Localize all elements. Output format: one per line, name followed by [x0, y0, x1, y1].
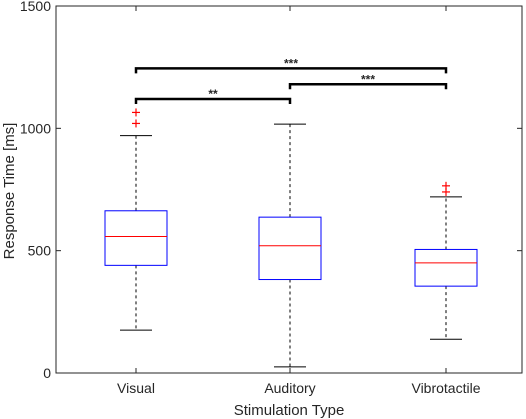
significance-bracket: ** — [134, 87, 292, 104]
outlier-marker — [132, 108, 140, 117]
significance-bracket: *** — [288, 72, 448, 90]
plot-area-border — [55, 5, 523, 374]
y-tick-label: 0 — [43, 365, 51, 381]
y-axis-label: Response Time [ms] — [1, 123, 18, 260]
y-tick-label: 1000 — [20, 120, 51, 136]
outlier-marker — [132, 119, 140, 128]
outlier-marker — [442, 181, 450, 190]
y-tick-label: 500 — [28, 243, 52, 259]
x-tick-label: Visual — [117, 380, 155, 396]
x-axis-label: Stimulation Type — [234, 402, 345, 419]
box-visual — [104, 108, 168, 331]
bracket-line — [134, 97, 292, 104]
y-axis-ticks: 0 500 1000 1500 — [20, 0, 522, 381]
x-tick-label: Vibrotactile — [411, 380, 480, 396]
interquartile-box — [258, 216, 322, 281]
x-axis-ticks: Visual Auditory Vibrotactile — [117, 6, 481, 396]
bracket-line — [288, 83, 448, 90]
significance-label: *** — [284, 56, 298, 70]
significance-bracket: *** — [134, 56, 448, 74]
interquartile-box — [414, 248, 478, 287]
significance-label: ** — [208, 87, 218, 101]
x-tick-label: Auditory — [264, 380, 315, 396]
axes-frame — [55, 5, 523, 374]
box-auditory — [258, 123, 322, 368]
interquartile-box — [104, 210, 168, 266]
box-vibrotactile — [414, 181, 478, 340]
significance-label: *** — [361, 72, 375, 86]
y-tick-label: 1500 — [20, 0, 51, 14]
box-series — [104, 108, 478, 368]
bracket-line — [134, 67, 448, 74]
significance-brackets: ******** — [134, 56, 448, 104]
